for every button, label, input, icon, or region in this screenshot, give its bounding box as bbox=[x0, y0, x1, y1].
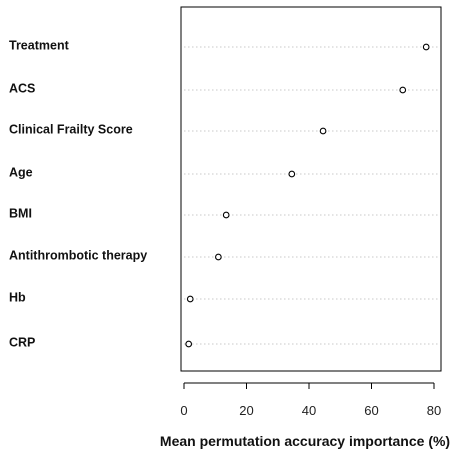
category-label: CRP bbox=[9, 335, 35, 349]
x-tick-label: 0 bbox=[180, 403, 187, 418]
category-label: Hb bbox=[9, 290, 26, 304]
data-point bbox=[222, 211, 230, 219]
category-label: Clinical Frailty Score bbox=[9, 122, 133, 136]
category-label: BMI bbox=[9, 206, 32, 220]
x-tick-label: 60 bbox=[364, 403, 378, 418]
data-point bbox=[185, 340, 193, 348]
x-tick-label: 40 bbox=[302, 403, 316, 418]
x-tick-label: 20 bbox=[239, 403, 253, 418]
data-point bbox=[215, 253, 222, 261]
x-tick-label: 80 bbox=[427, 403, 441, 418]
category-label: Age bbox=[9, 165, 33, 179]
data-point bbox=[186, 295, 194, 303]
data-point bbox=[319, 127, 327, 135]
data-point bbox=[288, 170, 296, 178]
plot-frame bbox=[180, 6, 442, 372]
category-label: ACS bbox=[9, 81, 35, 95]
x-axis: 0 20 40 60 80 bbox=[180, 382, 441, 418]
data-point bbox=[422, 43, 430, 51]
data-points bbox=[185, 43, 430, 348]
category-label: Antithrombotic therapy bbox=[9, 248, 147, 262]
category-labels: Treatment ACS Clinical Frailty Score Age BMI… bbox=[9, 38, 147, 349]
data-point bbox=[399, 86, 407, 94]
category-label: Treatment bbox=[9, 38, 70, 52]
x-axis-title: Mean permutation accuracy importance (%) bbox=[160, 433, 450, 449]
